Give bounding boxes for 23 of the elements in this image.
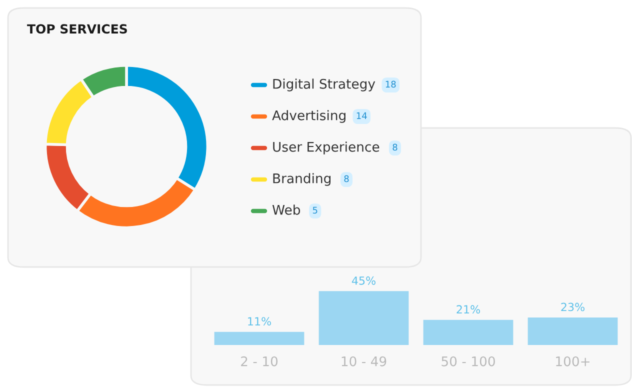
- bar: [528, 317, 618, 345]
- bar: [318, 291, 409, 345]
- data-label: 45%: [352, 276, 376, 285]
- data-label: 21%: [456, 305, 480, 314]
- data-label: 18: [386, 80, 396, 88]
- x-tick-label: 10 - 49: [342, 356, 386, 366]
- bar: [423, 320, 514, 345]
- data-label: 5: [312, 206, 318, 214]
- legend-label: Advertising: [272, 110, 346, 123]
- x-tick-label: 2 - 10: [241, 356, 278, 366]
- legend-label: Digital Strategy: [273, 78, 376, 92]
- legend-label: Branding: [273, 173, 331, 186]
- data-label: 8: [392, 144, 398, 151]
- chart-title: TOP SERVICES: [27, 24, 127, 34]
- x-tick-label: 100+: [556, 356, 590, 366]
- data-label: 23%: [561, 302, 584, 312]
- x-tick-label: 50 - 100: [442, 356, 495, 366]
- legend-label: Web: [272, 204, 300, 215]
- bar: [214, 332, 304, 345]
- data-label: 11%: [248, 317, 271, 326]
- legend-label: User Experience: [273, 142, 380, 154]
- data-label: 14: [356, 112, 367, 119]
- data-label: 8: [344, 175, 349, 182]
